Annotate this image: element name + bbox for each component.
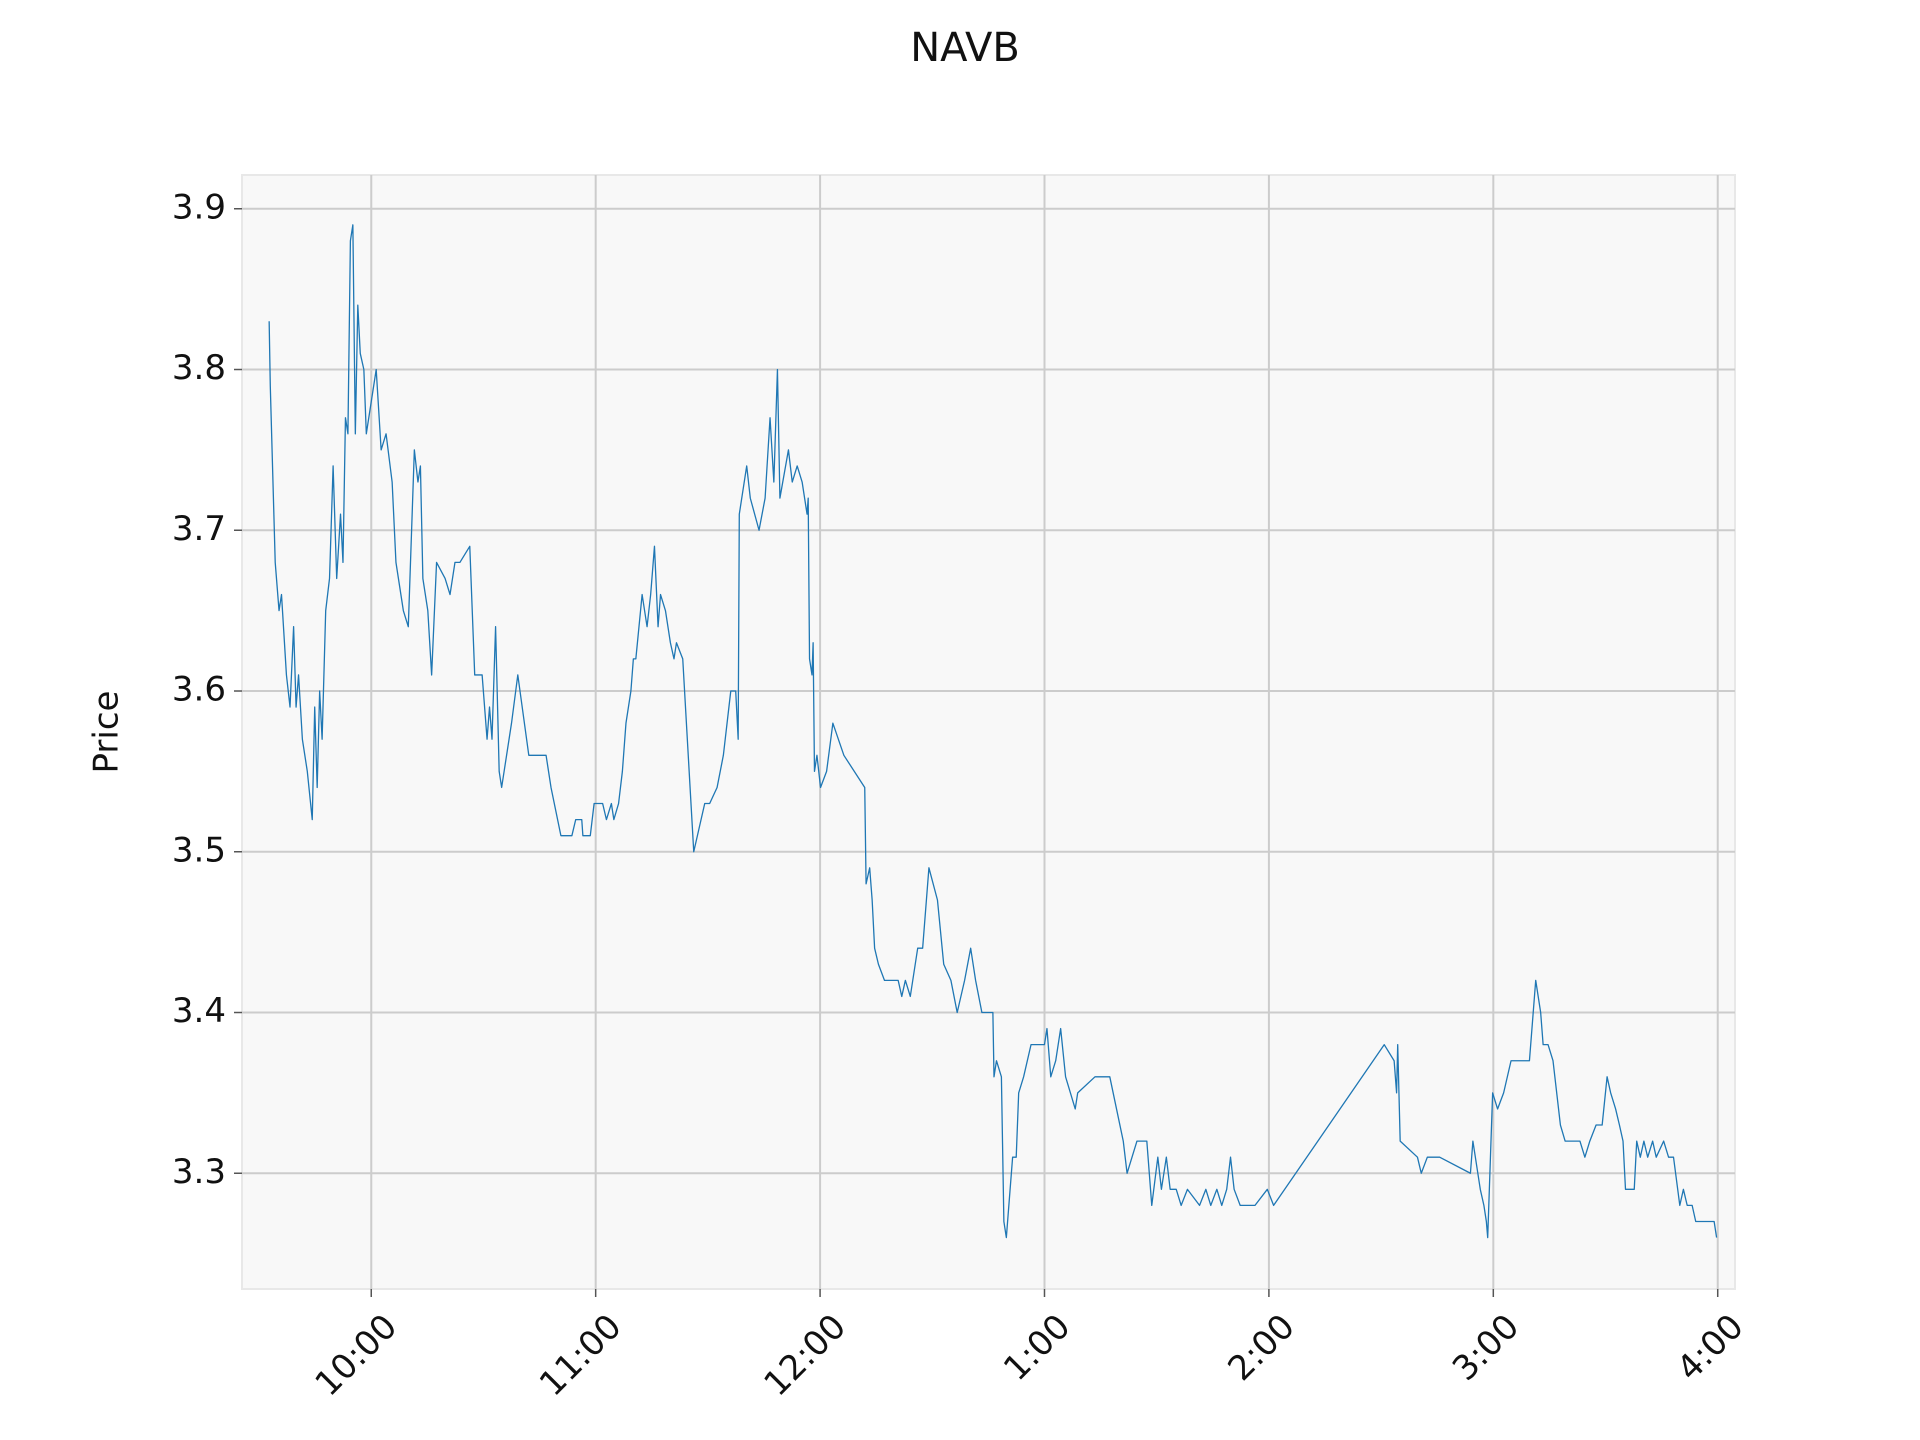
y-tick-label: 3.9 <box>172 187 226 227</box>
y-tick-label: 3.6 <box>172 670 226 710</box>
y-axis-label: Price <box>87 691 127 774</box>
y-tick-label: 3.8 <box>172 348 226 388</box>
chart-title: NAVB <box>910 25 1020 71</box>
price-line <box>268 224 1718 1239</box>
y-tick-label: 3.5 <box>172 830 226 870</box>
y-tick-label: 3.7 <box>172 509 226 549</box>
y-tick-label: 3.4 <box>172 991 226 1031</box>
plot-area <box>241 174 1736 1290</box>
y-tick-label: 3.3 <box>172 1152 226 1192</box>
